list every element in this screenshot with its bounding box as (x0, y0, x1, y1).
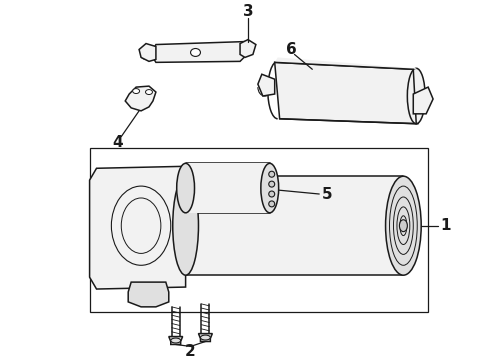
Text: 1: 1 (441, 218, 451, 233)
Text: 6: 6 (286, 42, 297, 57)
Polygon shape (90, 166, 186, 289)
Ellipse shape (407, 68, 425, 124)
Text: 5: 5 (322, 186, 333, 202)
Ellipse shape (177, 163, 195, 213)
Polygon shape (186, 176, 403, 275)
Polygon shape (169, 337, 183, 345)
Polygon shape (128, 282, 169, 307)
Ellipse shape (399, 220, 407, 231)
Ellipse shape (269, 191, 275, 197)
Ellipse shape (191, 49, 200, 57)
Polygon shape (258, 74, 275, 96)
Ellipse shape (173, 176, 198, 275)
Polygon shape (275, 62, 416, 124)
Text: 4: 4 (112, 135, 122, 150)
Ellipse shape (146, 90, 152, 95)
Ellipse shape (200, 335, 210, 340)
Ellipse shape (261, 163, 279, 213)
Ellipse shape (269, 201, 275, 207)
Ellipse shape (386, 176, 421, 275)
Polygon shape (413, 87, 433, 114)
Ellipse shape (133, 89, 140, 94)
Ellipse shape (269, 181, 275, 187)
Text: 2: 2 (185, 344, 196, 359)
Polygon shape (240, 40, 256, 57)
Ellipse shape (171, 338, 181, 343)
Polygon shape (186, 163, 270, 213)
Polygon shape (275, 57, 416, 69)
Polygon shape (151, 41, 250, 62)
Polygon shape (139, 44, 156, 61)
Ellipse shape (269, 171, 275, 177)
Text: 3: 3 (243, 4, 253, 19)
Polygon shape (198, 334, 212, 342)
Polygon shape (125, 86, 156, 111)
